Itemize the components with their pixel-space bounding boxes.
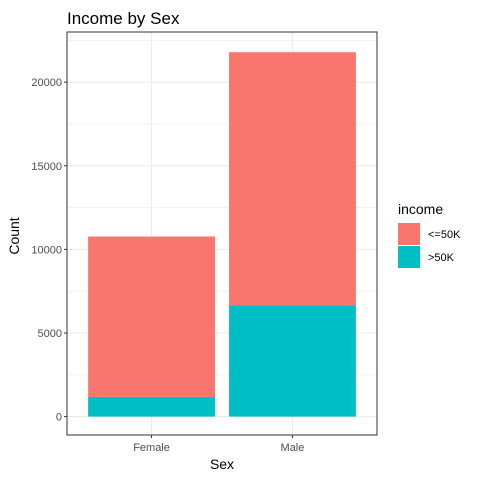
bar-male-segment-0 [229,52,356,306]
y-tick-label: 20000 [31,77,62,89]
legend-title: income [398,201,443,217]
x-tick-label: Female [133,442,170,454]
plot-panel-border [66,31,378,436]
y-axis: 0 5000 10000 15000 20000 [31,77,67,424]
legend-label-0: <=50K [428,229,461,241]
x-axis: Female Male [133,435,304,454]
y-tick-label: 10000 [31,244,62,256]
legend: income <=50K >50K [398,201,461,268]
legend-key-1 [398,246,420,268]
x-axis-title: Sex [210,456,234,472]
y-tick-label: 15000 [31,161,62,173]
bar-female-segment-1 [88,396,215,417]
legend-label-1: >50K [428,252,455,264]
chart-title: Income by Sex [67,9,180,28]
y-tick-label: 0 [56,412,62,424]
x-tick-label: Male [281,442,305,454]
bar-female-segment-0 [88,236,215,397]
bar-group [88,52,356,417]
y-tick-label: 5000 [38,328,62,340]
bar-male-segment-1 [229,305,356,417]
legend-key-0 [398,223,420,245]
y-axis-title: Count [6,217,22,254]
